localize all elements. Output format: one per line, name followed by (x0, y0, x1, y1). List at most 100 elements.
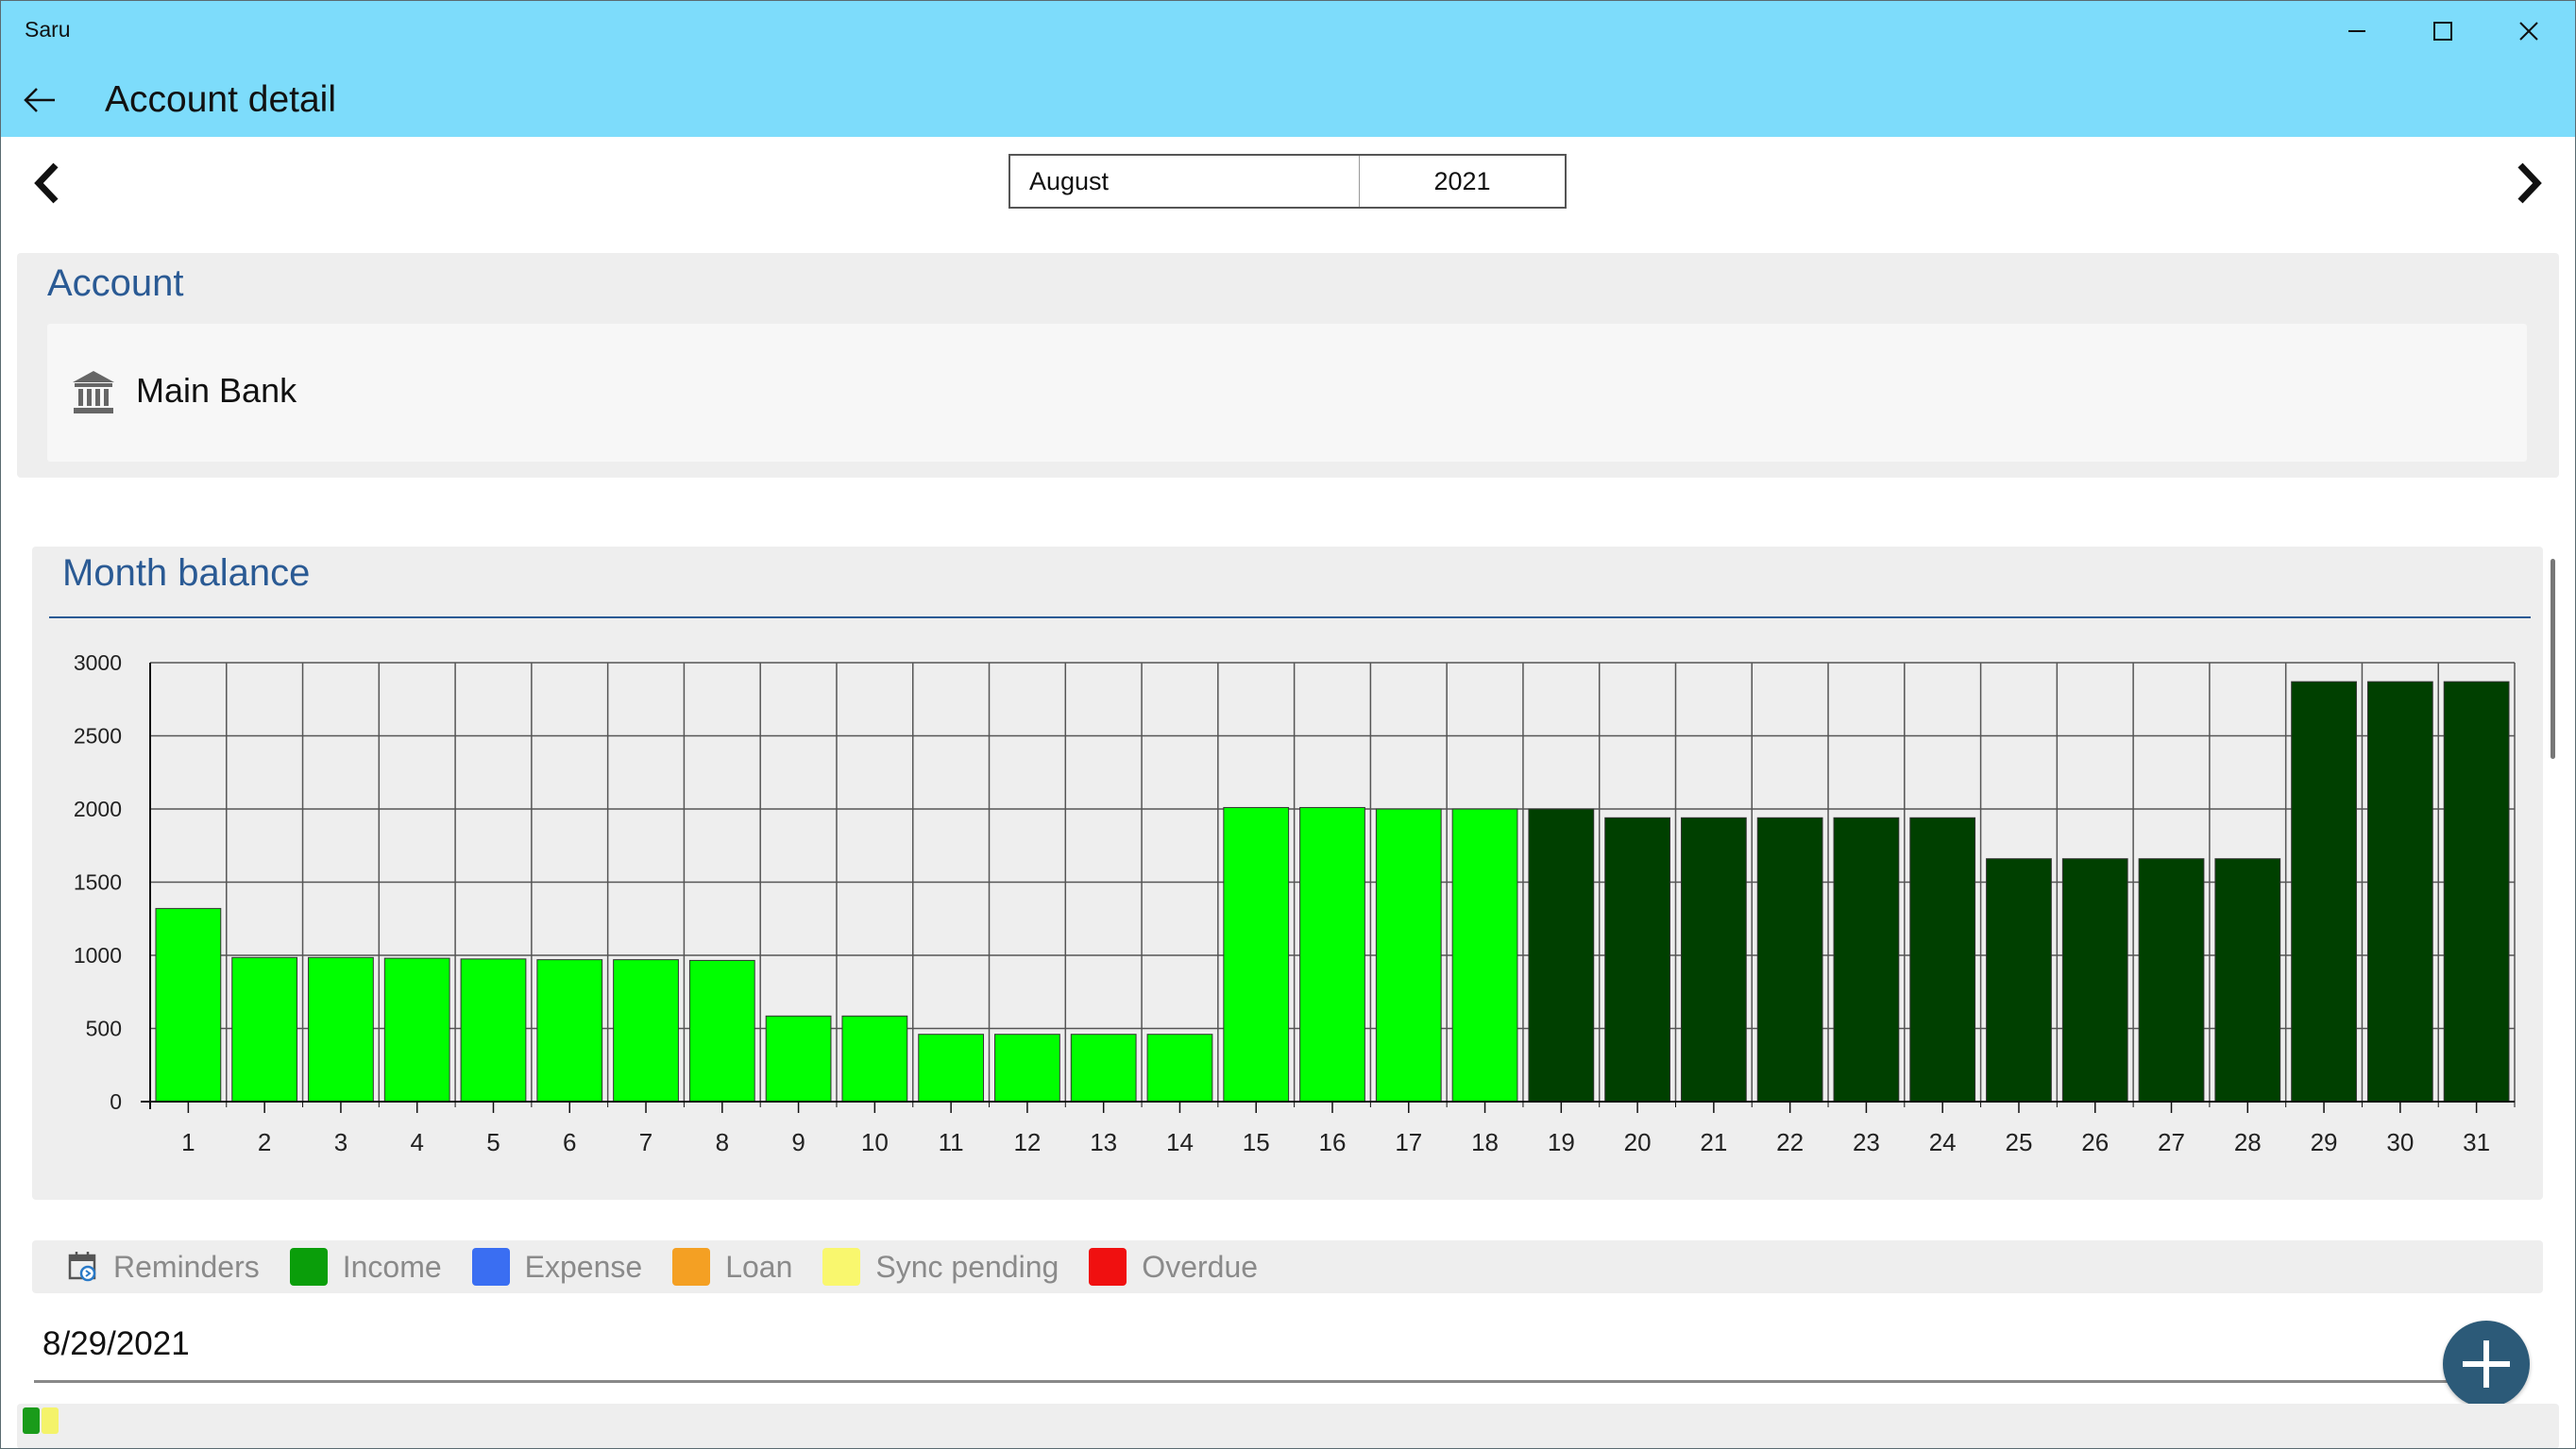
x-tick-label: 21 (1700, 1128, 1727, 1156)
balance-bar (2443, 681, 2510, 1103)
expense-swatch (471, 1248, 510, 1286)
month-selector[interactable]: August (1010, 156, 1360, 207)
balance-bar (1756, 817, 1823, 1103)
next-month-button[interactable] (2502, 155, 2555, 211)
back-button[interactable] (13, 77, 66, 123)
account-panel: Account Main Bank (17, 253, 2559, 478)
income-indicator (23, 1407, 40, 1434)
balance-bar (536, 959, 603, 1103)
period-picker: August 2021 (1008, 154, 1567, 209)
x-tick-label: 25 (2006, 1128, 2033, 1156)
balance-bar (1223, 806, 1290, 1103)
entry-date-header: 8/29/2021 (42, 1325, 190, 1362)
x-tick-label: 24 (1929, 1128, 1957, 1156)
x-tick-label: 17 (1395, 1128, 1422, 1156)
balance-bar (460, 958, 527, 1103)
x-tick-label: 14 (1166, 1128, 1194, 1156)
balance-bar (1451, 808, 1518, 1103)
balance-bar (2061, 858, 2128, 1103)
x-tick-label: 15 (1243, 1128, 1270, 1156)
close-button[interactable] (2487, 0, 2570, 62)
x-tick-label: 19 (1548, 1128, 1575, 1156)
balance-bar (2291, 681, 2357, 1103)
y-tick-label: 1000 (74, 943, 122, 968)
balance-bar (231, 956, 298, 1103)
account-name: Main Bank (136, 371, 297, 410)
x-tick-label: 30 (2386, 1128, 2414, 1156)
y-tick-label: 3000 (74, 650, 122, 675)
plus-icon (2463, 1340, 2510, 1388)
section-divider (49, 616, 2531, 618)
sync-pending-swatch (822, 1248, 861, 1286)
balance-bar (1299, 806, 1365, 1103)
legend-item-reminders[interactable]: Reminders (68, 1250, 260, 1285)
balance-bar (765, 1015, 832, 1103)
app-title: Saru (25, 17, 71, 42)
x-tick-label: 10 (861, 1128, 889, 1156)
y-tick-label: 0 (110, 1089, 122, 1114)
legend-bar: Reminders Income Expense Loan Sync pendi… (32, 1240, 2543, 1293)
balance-bar (1375, 808, 1442, 1103)
legend-item-loan[interactable]: Loan (672, 1248, 792, 1286)
balance-bar (2366, 681, 2433, 1103)
balance-bar (1070, 1034, 1137, 1103)
balance-bar (1528, 808, 1595, 1103)
x-tick-label: 22 (1776, 1128, 1804, 1156)
x-tick-label: 8 (716, 1128, 729, 1156)
add-transaction-button[interactable] (2443, 1321, 2530, 1407)
sync-pending-indicator (42, 1407, 59, 1434)
x-tick-label: 16 (1319, 1128, 1347, 1156)
chevron-left-icon (34, 162, 59, 204)
minimize-icon (2348, 30, 2365, 32)
close-icon (2519, 22, 2538, 41)
balance-bar (383, 957, 450, 1103)
date-divider (34, 1380, 2451, 1383)
legend-item-expense[interactable]: Expense (471, 1248, 643, 1286)
transaction-list-item[interactable] (17, 1404, 2559, 1449)
x-tick-label: 29 (2311, 1128, 2338, 1156)
legend-item-sync-pending[interactable]: Sync pending (822, 1248, 1059, 1286)
title-bar: Saru Account detail (0, 0, 2576, 137)
balance-bar (688, 959, 755, 1103)
legend-label: Overdue (1142, 1249, 1259, 1284)
overdue-swatch (1089, 1248, 1127, 1286)
balance-bar (841, 1015, 908, 1103)
bank-icon (73, 371, 114, 413)
previous-month-button[interactable] (21, 155, 74, 211)
balance-bar (155, 907, 222, 1103)
x-tick-label: 18 (1471, 1128, 1499, 1156)
legend-item-income[interactable]: Income (289, 1248, 442, 1286)
legend-label: Loan (725, 1249, 793, 1284)
x-tick-label: 2 (258, 1128, 271, 1156)
balance-bar (1604, 817, 1670, 1103)
balance-bar (2138, 858, 2205, 1103)
y-tick-label: 2500 (74, 724, 122, 749)
account-card[interactable]: Main Bank (47, 324, 2527, 462)
x-tick-label: 6 (563, 1128, 576, 1156)
x-tick-label: 9 (791, 1128, 805, 1156)
back-arrow-icon (24, 88, 55, 112)
x-tick-label: 20 (1624, 1128, 1652, 1156)
month-balance-panel: Month balance 0 500 1000 1500 2000 2500 3000 1 2… (32, 547, 2543, 1200)
balance-bar (1986, 858, 2052, 1103)
minimize-button[interactable] (2315, 0, 2398, 62)
legend-label: Income (342, 1249, 442, 1284)
maximize-button[interactable] (2401, 0, 2484, 62)
x-tick-label: 3 (334, 1128, 347, 1156)
balance-bar (1680, 817, 1747, 1103)
legend-label: Expense (524, 1249, 643, 1284)
year-selector[interactable]: 2021 (1433, 166, 1491, 195)
balance-bar (1146, 1034, 1213, 1103)
page-title: Account detail (105, 79, 336, 120)
balance-bar (1909, 817, 1976, 1103)
month-balance-title: Month balance (62, 552, 311, 594)
legend-item-overdue[interactable]: Overdue (1089, 1248, 1258, 1286)
scrollbar-thumb[interactable] (2551, 559, 2555, 759)
x-tick-label: 4 (410, 1128, 423, 1156)
x-tick-label: 5 (486, 1128, 500, 1156)
calendar-sync-icon (68, 1252, 96, 1282)
balance-bar (2214, 858, 2281, 1103)
balance-bar (918, 1034, 985, 1103)
x-tick-label: 28 (2234, 1128, 2262, 1156)
